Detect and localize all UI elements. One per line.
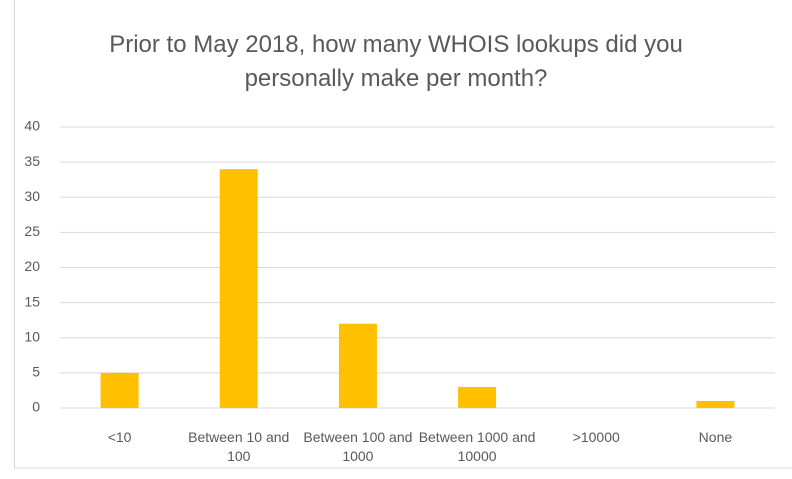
bar bbox=[100, 372, 139, 408]
x-tick-label: Between 100 and 1000 bbox=[303, 429, 413, 464]
y-tick-label: 15 bbox=[24, 293, 40, 309]
x-tick-label: >10000 bbox=[572, 429, 620, 445]
y-tick-label: 5 bbox=[32, 364, 40, 380]
bar bbox=[219, 169, 258, 408]
x-tick-label: Between 1000 and 10000 bbox=[418, 429, 536, 464]
y-tick-label: 40 bbox=[24, 118, 40, 134]
bar bbox=[458, 386, 497, 408]
y-tick-label: 20 bbox=[24, 258, 40, 274]
y-tick-label: 25 bbox=[24, 223, 40, 239]
chart-border bbox=[14, 0, 792, 469]
y-tick-label: 35 bbox=[24, 153, 40, 169]
y-tick-label: 30 bbox=[24, 188, 40, 204]
x-tick-label: <10 bbox=[107, 429, 132, 445]
bar bbox=[696, 400, 735, 408]
bar bbox=[338, 323, 377, 408]
y-tick-label: 10 bbox=[24, 328, 40, 344]
chart-title: Prior to May 2018, how many WHOIS lookup… bbox=[109, 31, 683, 92]
y-tick-label: 0 bbox=[32, 399, 40, 415]
x-tick-label: Between 10 and 100 bbox=[188, 429, 290, 464]
x-tick-label: None bbox=[698, 429, 733, 445]
